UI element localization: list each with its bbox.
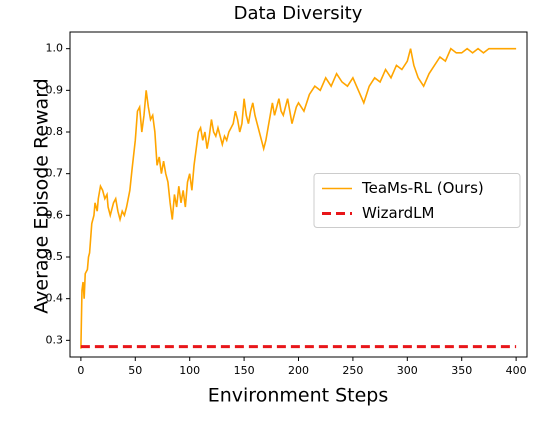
y-tick-label: 0.4 bbox=[46, 292, 64, 305]
y-tick-label: 0.6 bbox=[46, 208, 64, 221]
x-tick-label: 0 bbox=[77, 364, 84, 377]
y-tick-label: 0.5 bbox=[46, 250, 64, 263]
y-tick-label: 0.9 bbox=[46, 83, 64, 96]
x-tick-label: 50 bbox=[128, 364, 142, 377]
x-tick-label: 150 bbox=[234, 364, 255, 377]
y-tick-label: 0.8 bbox=[46, 125, 64, 138]
y-tick-label: 0.7 bbox=[46, 167, 64, 180]
y-tick-label: 0.3 bbox=[46, 333, 64, 346]
series-line bbox=[80, 47, 517, 349]
chart-title: Data Diversity bbox=[234, 3, 363, 24]
plot-frame bbox=[69, 31, 528, 358]
x-tick-label: 400 bbox=[506, 364, 527, 377]
y-tick-label: 1.0 bbox=[46, 42, 64, 55]
legend-label: TeaMs-RL (Ours) bbox=[361, 179, 484, 197]
x-tick-label: 200 bbox=[288, 364, 309, 377]
x-tick-label: 350 bbox=[451, 364, 472, 377]
y-axis-label: Average Episode Reward bbox=[31, 78, 53, 313]
x-tick-label: 300 bbox=[397, 364, 418, 377]
legend-box bbox=[313, 173, 521, 228]
x-tick-label: 250 bbox=[342, 364, 363, 377]
x-axis-label: Environment Steps bbox=[208, 385, 389, 407]
x-tick-label: 100 bbox=[179, 364, 200, 377]
legend-label: WizardLM bbox=[362, 204, 434, 222]
